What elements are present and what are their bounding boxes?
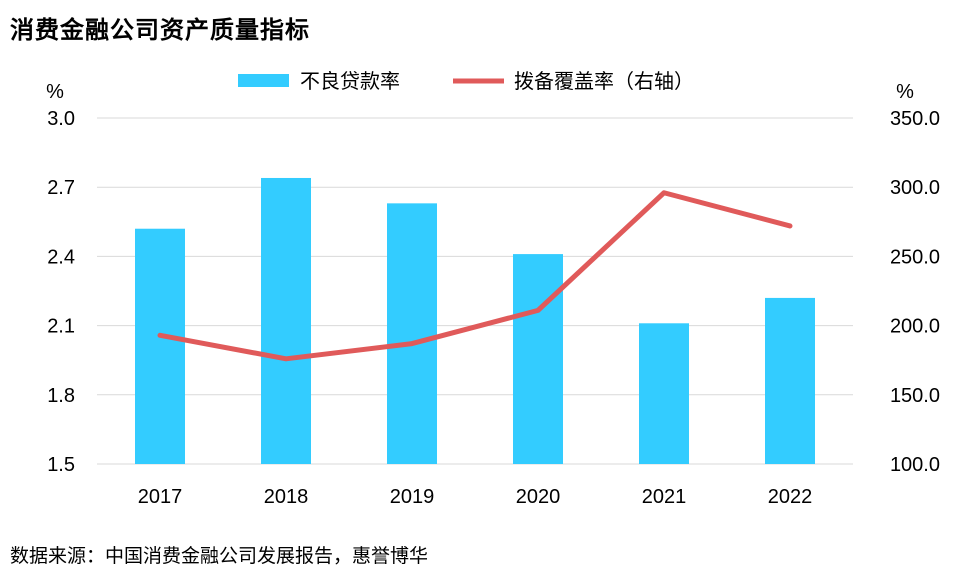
bar-2020 bbox=[513, 254, 563, 464]
x-axis: 2017 2018 2019 2020 2021 2022 bbox=[138, 486, 813, 508]
left-tick-label: 1.8 bbox=[47, 385, 75, 407]
x-tick-label: 2019 bbox=[390, 486, 435, 508]
right-tick-label: 150.0 bbox=[890, 385, 940, 407]
line-series bbox=[157, 190, 793, 362]
right-y-axis: % 350.0 300.0 250.0 200.0 150.0 100.0 bbox=[890, 81, 940, 476]
x-tick-label: 2022 bbox=[768, 486, 813, 508]
bar-2021 bbox=[639, 323, 689, 464]
coverage-ratio-line bbox=[157, 190, 793, 362]
bar-2022 bbox=[765, 297, 815, 464]
legend-line-label: 拨备覆盖率（右轴） bbox=[514, 69, 694, 93]
right-tick-label: 350.0 bbox=[890, 108, 940, 130]
bar-2017 bbox=[135, 228, 185, 464]
x-tick-label: 2021 bbox=[642, 486, 687, 508]
left-tick-label: 2.1 bbox=[47, 316, 75, 338]
left-tick-label: 1.5 bbox=[47, 454, 75, 476]
right-tick-label: 200.0 bbox=[890, 316, 940, 338]
source-note: 数据来源：中国消费金融公司发展报告，惠誉博华 bbox=[10, 545, 429, 567]
right-tick-label: 300.0 bbox=[890, 177, 940, 199]
left-tick-label: 2.4 bbox=[47, 246, 75, 268]
left-y-axis: % 3.0 2.7 2.4 2.1 1.8 1.5 bbox=[46, 81, 75, 476]
right-axis-unit: % bbox=[896, 81, 914, 103]
line-point-2018 bbox=[285, 358, 287, 360]
x-tick-label: 2017 bbox=[138, 486, 183, 508]
legend-bar-swatch bbox=[238, 74, 289, 87]
x-tick-label: 2020 bbox=[516, 486, 561, 508]
bar-2019 bbox=[387, 203, 437, 464]
right-tick-label: 250.0 bbox=[890, 246, 940, 268]
bar-series bbox=[135, 177, 815, 464]
x-tick-label: 2018 bbox=[264, 486, 309, 508]
legend-bar-label: 不良贷款率 bbox=[300, 69, 400, 93]
left-axis-unit: % bbox=[46, 81, 64, 103]
right-tick-label: 100.0 bbox=[890, 454, 940, 476]
left-tick-label: 2.7 bbox=[47, 177, 75, 199]
chart-title: 消费金融公司资产质量指标 bbox=[10, 16, 310, 44]
bar-2018 bbox=[261, 177, 311, 464]
line-point-2017 bbox=[159, 334, 161, 336]
gridlines bbox=[97, 117, 853, 465]
left-tick-label: 3.0 bbox=[47, 108, 75, 130]
line-point-2020 bbox=[537, 309, 539, 311]
line-point-2022 bbox=[789, 225, 791, 227]
legend: 不良贷款率 拨备覆盖率（右轴） bbox=[238, 69, 694, 93]
line-point-2019 bbox=[411, 343, 413, 345]
line-point-2021 bbox=[663, 192, 665, 194]
